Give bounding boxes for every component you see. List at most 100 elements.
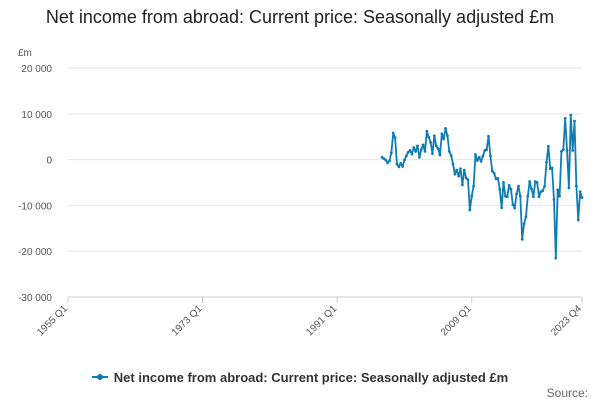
data-point — [565, 149, 569, 152]
data-point — [434, 144, 438, 148]
y-tick-label: 0 — [46, 156, 52, 167]
data-point — [526, 194, 530, 198]
data-point — [580, 196, 584, 200]
data-point — [468, 208, 472, 212]
data-point — [414, 149, 418, 153]
data-point — [455, 168, 459, 172]
x-axis: 1955 Q1 1973 Q1 1991 Q1 2009 Q1 2023 Q4 — [35, 296, 584, 338]
x-tick-label: 1991 Q1 — [304, 303, 339, 338]
data-point — [459, 167, 462, 171]
data-point — [444, 127, 447, 130]
data-point — [558, 194, 561, 198]
data-point — [460, 183, 464, 187]
data-point — [537, 195, 541, 199]
data-point — [386, 161, 390, 165]
data-point — [464, 176, 468, 180]
y-axis-unit-label: £m — [18, 48, 32, 59]
data-point — [511, 203, 515, 206]
data-point — [436, 147, 440, 151]
data-point — [496, 176, 500, 180]
data-point — [446, 134, 449, 138]
source-label: Source: — [546, 386, 588, 400]
data-point — [485, 148, 489, 151]
data-point — [406, 150, 410, 154]
y-tick-label: 10 000 — [21, 110, 52, 121]
data-point — [453, 172, 457, 176]
x-tick-label: 1973 Q1 — [170, 303, 205, 338]
data-point — [431, 152, 434, 156]
data-point — [477, 155, 481, 159]
x-tick-label: 2023 Q4 — [549, 303, 584, 338]
data-point — [569, 113, 573, 117]
data-point — [466, 178, 470, 182]
data-point — [556, 188, 560, 192]
data-point — [408, 149, 412, 152]
data-point — [490, 169, 494, 173]
data-point — [417, 155, 421, 159]
y-tick-label: -10 000 — [18, 201, 52, 212]
data-point — [492, 171, 496, 175]
data-point — [404, 154, 408, 158]
chart-title: Net income from abroad: Current price: S… — [45, 7, 555, 27]
data-point — [395, 162, 399, 166]
data-point — [515, 192, 518, 196]
data-point — [489, 154, 492, 158]
data-point — [384, 158, 388, 162]
data-point — [509, 187, 513, 191]
data-point — [561, 148, 565, 151]
data-point — [541, 189, 545, 193]
data-point — [472, 184, 475, 188]
data-point — [403, 158, 406, 162]
data-point — [567, 186, 571, 190]
data-point — [522, 222, 526, 226]
legend-label: Net income from abroad: Current price: S… — [113, 369, 509, 385]
data-point — [554, 256, 558, 260]
data-point — [475, 159, 479, 162]
data-point — [442, 137, 446, 141]
data-point — [578, 190, 582, 194]
data-point — [574, 184, 578, 188]
data-point — [552, 198, 556, 201]
data-point — [481, 154, 485, 158]
data-point — [507, 183, 511, 187]
y-axis: 20 000 10 000 0 -10 000 -20 000 -30 000 — [18, 64, 52, 304]
data-point — [550, 166, 554, 170]
data-point — [560, 149, 563, 153]
data-point — [438, 153, 442, 157]
data-point — [389, 151, 393, 155]
data-point — [393, 136, 397, 140]
y-tick-label: 20 000 — [21, 64, 52, 75]
data-point — [573, 119, 576, 123]
data-point — [421, 143, 425, 147]
data-point — [388, 159, 391, 163]
data-point — [399, 161, 403, 165]
data-point — [474, 153, 477, 156]
data-point — [500, 206, 504, 210]
data-point — [524, 215, 528, 219]
data-point — [505, 195, 509, 199]
data-point — [571, 149, 575, 152]
data-point — [479, 160, 483, 163]
data-point — [419, 148, 423, 151]
data-point — [432, 134, 436, 138]
data-point — [462, 168, 466, 172]
data-point — [412, 146, 416, 150]
data-point — [391, 131, 395, 135]
data-point — [532, 195, 535, 199]
data-point — [502, 181, 505, 184]
data-point — [440, 132, 444, 136]
y-tick-label: -20 000 — [18, 247, 52, 258]
data-point — [530, 187, 533, 191]
data-point — [451, 162, 455, 166]
data-point — [546, 144, 550, 148]
data-point — [563, 116, 567, 120]
data-point — [427, 135, 431, 139]
data-point — [425, 129, 429, 133]
legend-line-icon — [91, 374, 108, 380]
legend: Net income from abroad: Current price: S… — [0, 366, 600, 385]
data-point — [401, 165, 404, 168]
data-point — [498, 187, 502, 191]
data-point — [423, 149, 427, 153]
data-point — [429, 140, 432, 144]
y-tick-label: -30 000 — [18, 293, 52, 304]
